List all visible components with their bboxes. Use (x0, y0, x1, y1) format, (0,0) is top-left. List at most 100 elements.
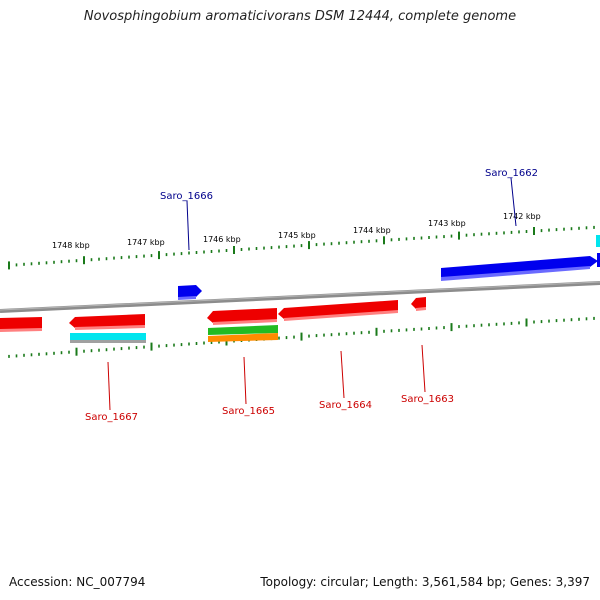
minor-tick (563, 318, 565, 322)
minor-tick (495, 231, 498, 235)
major-tick (458, 231, 460, 240)
minor-tick (503, 231, 505, 235)
feature-saro-1665-green[interactable] (208, 325, 278, 335)
minor-tick (525, 230, 528, 233)
minor-tick (8, 354, 10, 358)
minor-tick (360, 240, 363, 244)
minor-tick (68, 350, 70, 354)
minor-tick (225, 249, 228, 252)
minor-tick (23, 262, 25, 266)
gene-saro-1663[interactable] (411, 297, 426, 309)
minor-tick (540, 320, 543, 324)
minor-tick (390, 329, 393, 333)
minor-tick (578, 226, 580, 230)
label-connectors (107, 177, 517, 411)
minor-tick (180, 252, 183, 256)
minor-tick (278, 336, 280, 340)
major-tick (150, 342, 153, 351)
major-tick (383, 236, 385, 245)
minor-tick (450, 234, 453, 238)
minor-tick (98, 348, 100, 352)
minor-tick (173, 343, 175, 347)
minor-tick (158, 344, 160, 348)
minor-tick (510, 230, 513, 234)
minor-tick (53, 260, 55, 264)
tick-label-1742: 1742 kbp (503, 212, 541, 221)
minor-tick (533, 320, 535, 324)
gene-labels: Saro_1666 Saro_1662 Saro_1667 Saro_1665 … (85, 168, 538, 423)
tick-labels: 1748 kbp 1747 kbp 1746 kbp 1745 kbp 1744… (52, 212, 541, 250)
minor-tick (338, 332, 340, 336)
minor-tick (390, 238, 393, 242)
minor-tick (585, 317, 588, 321)
minor-tick (570, 227, 573, 231)
feature-saro-1665-orange[interactable] (208, 333, 278, 342)
minor-tick (435, 326, 438, 330)
minor-tick (428, 327, 430, 330)
minor-tick (405, 237, 408, 241)
major-tick (308, 241, 310, 250)
minor-tick (465, 233, 468, 237)
minor-tick (188, 342, 190, 346)
minor-tick (368, 330, 370, 334)
major-tick (375, 327, 378, 336)
minor-tick (143, 254, 145, 258)
label-saro-1666: Saro_1666 (160, 191, 213, 202)
gene-saro-1662[interactable] (441, 256, 598, 278)
minor-tick (45, 352, 48, 356)
feature-saro-1667-cyan[interactable] (70, 333, 146, 340)
minor-tick (278, 245, 280, 249)
minor-tick (53, 351, 55, 355)
minor-tick (330, 333, 333, 337)
minor-tick (315, 243, 318, 247)
minor-tick (540, 229, 543, 233)
minor-tick (83, 349, 85, 353)
minor-tick (30, 262, 33, 266)
label-saro-1664: Saro_1664 (319, 400, 372, 411)
minor-tick (15, 263, 18, 267)
minor-tick (428, 236, 430, 239)
minor-tick (570, 318, 573, 322)
tick-label-1747: 1747 kbp (127, 238, 165, 247)
minor-tick (435, 235, 438, 239)
minor-tick (255, 247, 258, 250)
minor-tick (413, 236, 415, 240)
minor-tick (465, 324, 468, 328)
minor-tick (345, 241, 348, 245)
minor-tick (150, 254, 153, 258)
minor-tick (518, 230, 520, 234)
minor-tick (113, 256, 115, 260)
major-tick (8, 261, 10, 270)
minor-tick (60, 260, 63, 264)
minor-tick (285, 245, 288, 249)
minor-tick (330, 242, 333, 246)
label-saro-1667: Saro_1667 (85, 412, 138, 423)
minor-tick (68, 259, 70, 263)
forward-genes (178, 235, 600, 300)
label-saro-1662: Saro_1662 (485, 168, 538, 179)
minor-tick (293, 335, 295, 339)
minor-tick (180, 343, 183, 347)
minor-tick (480, 232, 483, 236)
minor-tick (263, 246, 265, 250)
minor-tick (210, 250, 213, 253)
minor-tick (578, 317, 580, 321)
minor-tick (473, 324, 475, 328)
minor-tick (143, 345, 145, 349)
minor-tick (195, 342, 198, 345)
gene-partial-left[interactable] (0, 317, 42, 330)
gene-partial-right[interactable] (597, 253, 600, 267)
gene-saro-1665[interactable] (207, 308, 277, 323)
minor-tick (188, 251, 190, 255)
minor-tick (353, 240, 355, 244)
minor-tick (293, 244, 295, 248)
reverse-genes (0, 297, 426, 343)
minor-tick (593, 316, 595, 320)
minor-tick (443, 326, 445, 330)
gene-saro-1666[interactable] (178, 285, 202, 298)
label-saro-1665: Saro_1665 (222, 406, 275, 417)
minor-tick (195, 251, 198, 254)
gene-saro-1664[interactable] (278, 300, 398, 319)
minor-tick (105, 348, 108, 352)
gene-saro-1667[interactable] (69, 314, 145, 328)
